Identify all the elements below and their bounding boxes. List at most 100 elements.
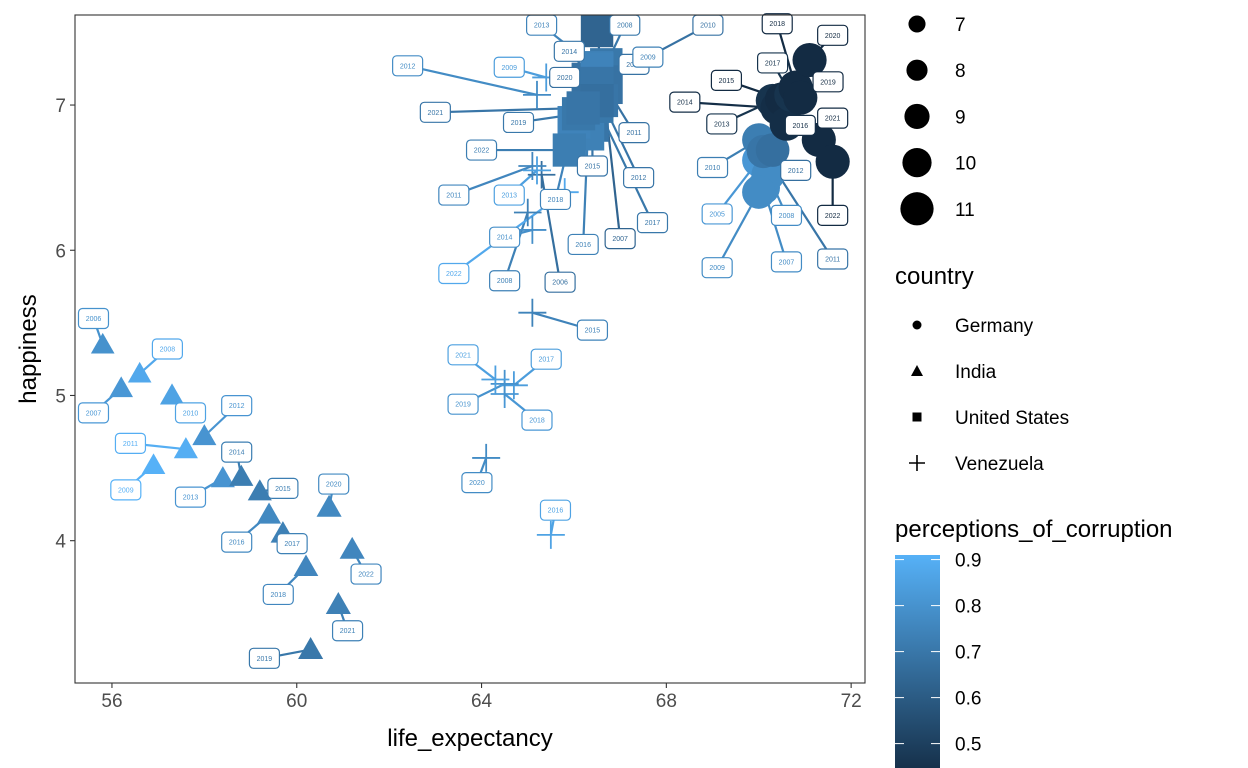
year-label: 2013 [493, 184, 525, 206]
year-label-text: 2013 [714, 121, 730, 128]
year-label-text: 2022 [358, 572, 374, 579]
year-label-box [493, 184, 525, 206]
year-label-box [576, 319, 609, 341]
year-label-box [221, 395, 253, 417]
year-label-text: 2016 [575, 242, 591, 249]
legend-size-key [902, 147, 932, 178]
x-tick-label: 60 [286, 691, 307, 712]
legend-size-label: 7 [955, 15, 966, 36]
year-label-box [438, 184, 470, 206]
year-label: 2018 [761, 13, 793, 35]
year-label: 2022 [438, 262, 470, 285]
year-label-text: 2021 [455, 352, 471, 359]
year-label: 2011 [438, 184, 470, 206]
point-triangle [298, 637, 324, 660]
year-label-text: 2021 [428, 110, 444, 117]
legend-size-label: 10 [955, 154, 976, 175]
year-label: 2015 [576, 319, 609, 341]
plot-panel: 2005 2007 2008 2009 2010 2011 2012 2013 2014 2015… [74, 13, 866, 684]
year-label-text: 2020 [557, 75, 573, 82]
year-label: 2007 [770, 251, 803, 273]
year-label-text: 2014 [562, 49, 578, 56]
legend-size-key [904, 103, 930, 129]
year-label-box [521, 409, 553, 431]
year-label-text: 2008 [617, 23, 633, 30]
year-label-box [701, 257, 733, 279]
point-triangle [173, 437, 198, 459]
panel-border [74, 14, 866, 684]
year-label: 2011 [114, 432, 147, 454]
legend-size-label: 11 [955, 200, 975, 221]
year-label: 2014 [669, 91, 701, 113]
year-label: 2014 [553, 40, 585, 62]
year-label-box [461, 472, 493, 494]
year-label-text: 2010 [705, 165, 721, 172]
year-label: 2009 [701, 257, 733, 279]
year-label-box [706, 113, 738, 135]
legend-shape-label: Venezuela [955, 454, 1044, 475]
year-label-text: 2020 [825, 33, 841, 40]
year-label-box [493, 56, 525, 78]
year-label: 2015 [267, 477, 299, 500]
year-labels: 2005 2007 2008 2009 2010 2011 2012 2013 2014 2015… [77, 13, 849, 669]
point-triangle [109, 376, 134, 398]
year-label: 2005 [701, 203, 733, 225]
x-tick-label: 72 [841, 691, 862, 712]
year-label-box [817, 204, 849, 226]
legend-size-key [900, 192, 934, 226]
year-label-text: 2014 [677, 100, 693, 107]
year-label-box [539, 188, 572, 211]
year-label: 2009 [110, 479, 142, 501]
year-label-text: 2015 [585, 164, 601, 171]
point-plus [518, 298, 547, 327]
year-label-box [669, 91, 701, 113]
legend-color-label: 0.7 [955, 643, 981, 664]
year-label: 2021 [419, 101, 451, 123]
year-label-box [419, 101, 451, 123]
year-label-text: 2017 [538, 357, 554, 364]
year-label-text: 2015 [275, 486, 291, 493]
leader-line [582, 134, 589, 245]
year-label: 2006 [77, 307, 110, 330]
point-plus [536, 520, 565, 549]
year-label-box [780, 159, 812, 181]
year-label: 2015 [576, 155, 609, 177]
legend-color-label: 0.6 [955, 689, 981, 710]
legend-shape-label: Germany [955, 316, 1034, 337]
year-label-text: 2012 [400, 63, 416, 70]
legend-color-title: perceptions_of_corruption [895, 516, 1173, 543]
year-label-text: 2020 [326, 482, 342, 489]
year-label-box [151, 338, 183, 360]
year-label-box [174, 402, 207, 424]
legend-size-label: 8 [955, 61, 966, 82]
year-label: 2018 [539, 188, 572, 211]
year-label: 2010 [692, 14, 724, 36]
legend-size: 7 8 9 10 11 [900, 15, 976, 226]
year-label-text: 2018 [529, 418, 545, 425]
year-label: 2016 [539, 499, 572, 521]
year-label: 2016 [567, 233, 599, 256]
year-label: 2018 [521, 409, 553, 431]
point-triangle [293, 554, 319, 577]
year-label-text: 2014 [229, 450, 245, 457]
year-label: 2017 [757, 52, 789, 74]
year-label-box [604, 228, 636, 250]
year-label: 2020 [817, 24, 849, 46]
year-label-box [248, 647, 281, 669]
year-label: 2018 [262, 583, 294, 606]
year-label-text: 2013 [534, 23, 550, 30]
year-label-text: 2014 [497, 235, 513, 242]
point-plus [518, 215, 547, 244]
year-label-text: 2016 [793, 123, 809, 130]
year-label-text: 2021 [340, 628, 356, 635]
legend-shape-label: India [955, 362, 997, 383]
y-tick-label: 5 [55, 386, 66, 407]
year-label-box [77, 307, 110, 330]
year-label-box [447, 393, 479, 415]
year-label: 2012 [780, 159, 812, 181]
year-label: 2020 [461, 472, 493, 494]
year-label-box [350, 563, 382, 585]
point-plus [518, 152, 547, 181]
year-label-box [174, 486, 207, 508]
